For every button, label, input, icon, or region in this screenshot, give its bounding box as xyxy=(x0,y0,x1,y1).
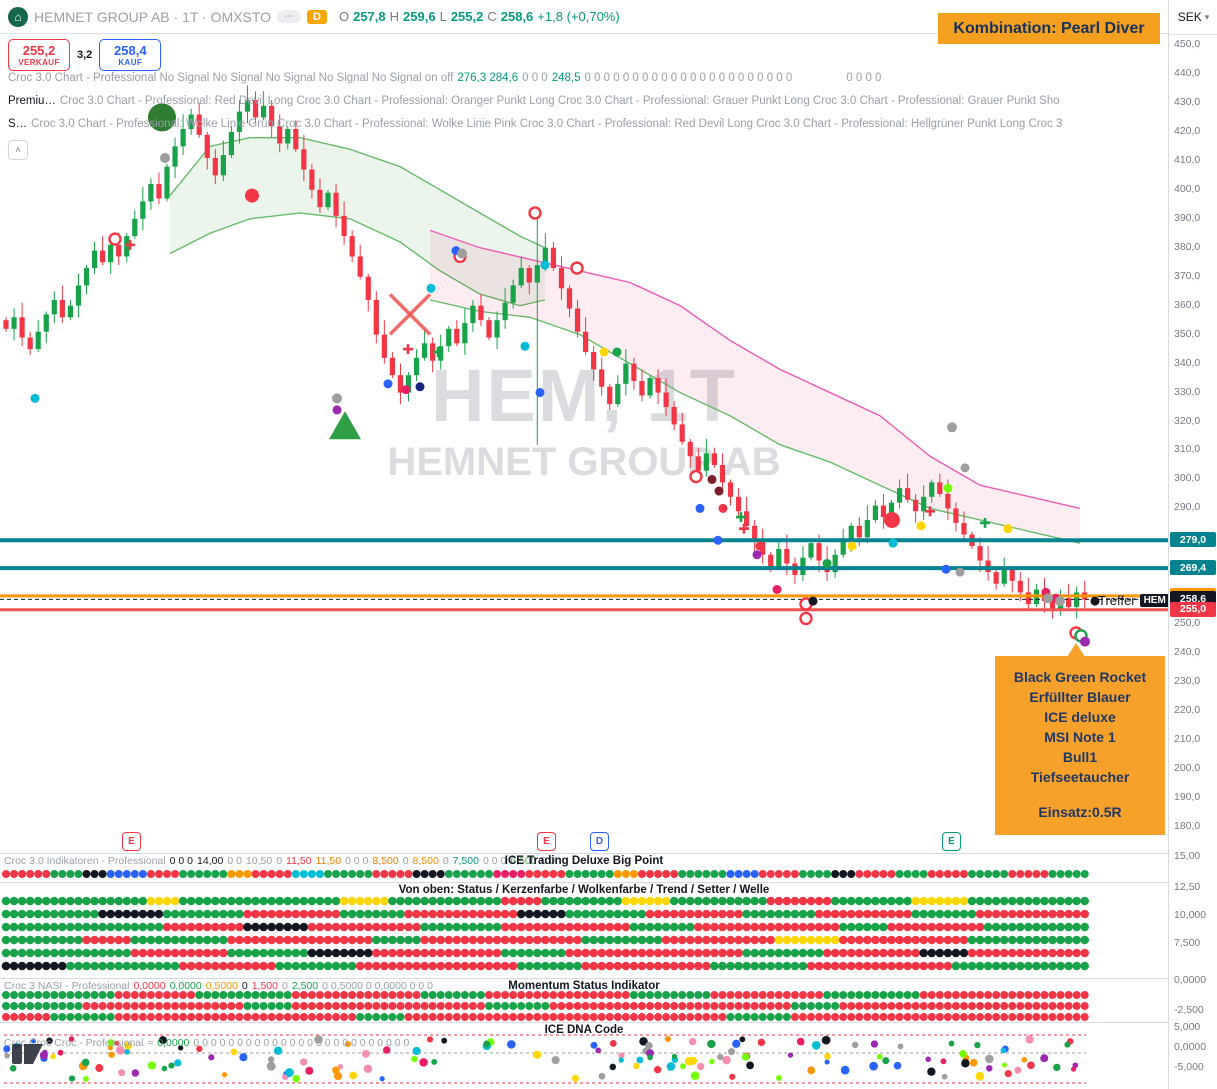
chevron-down-icon: ▾ xyxy=(1204,11,1210,22)
event-badge-e[interactable]: E xyxy=(942,832,961,851)
collapse-legend-button[interactable]: ˄ xyxy=(8,140,28,160)
indicator-pane-3[interactable]: Momentum Status Indikator Croc 3 NASI - P… xyxy=(0,978,1168,1022)
pane-legend[interactable]: Croc Croc Croc - Professional ≈0,0000 0 0 … xyxy=(4,1037,410,1049)
sell-button[interactable]: 255,2 VERKAUF xyxy=(8,39,70,71)
currency-label: SEK xyxy=(1177,10,1202,24)
pane-title: Momentum Status Indikator xyxy=(508,980,660,992)
close-value: 258,6 xyxy=(500,9,534,24)
pane-title: ICE DNA Code xyxy=(544,1024,624,1036)
sell-label: VERKAUF xyxy=(18,57,60,67)
buy-price: 258,4 xyxy=(114,42,147,58)
high-label: H xyxy=(389,9,400,24)
main-chart-canvas[interactable] xyxy=(0,34,1168,853)
open-value: 257,8 xyxy=(353,9,386,24)
event-badge-d[interactable]: D xyxy=(590,832,609,851)
indicator-legend-row[interactable]: S… Croc 3.0 Chart - Professional: Wolke L… xyxy=(8,118,1063,130)
low-value: 255,2 xyxy=(450,9,484,24)
pane-dots-canvas[interactable] xyxy=(0,979,1168,1023)
price-scale-header[interactable]: SEK ▾ xyxy=(1169,0,1217,35)
event-badge-e[interactable]: E xyxy=(537,832,556,851)
treffer-annotation: Treffer HEM xyxy=(1098,593,1170,608)
pane-dots-canvas[interactable] xyxy=(0,854,1168,883)
strategy-callout[interactable]: Black Green Rocket Erfüllter Blauer ICE de… xyxy=(995,643,1165,835)
hemnet-logo-icon: ⌂ xyxy=(8,6,28,27)
buy-label: KAUF xyxy=(118,57,143,67)
pane-title: ICE Trading Deluxe Big Point xyxy=(504,855,664,867)
strategy-callout-lines: Black Green Rocket Erfüllter Blauer ICE de… xyxy=(1013,669,1147,785)
more-options-icon[interactable]: ⋯ xyxy=(277,10,302,23)
price-scale[interactable]: SEK ▾ 450,0 440,0 430,0 420,0 410,0 400,0 390,… xyxy=(1168,0,1217,1089)
high-value: 259,6 xyxy=(403,9,436,24)
indicator-legend-row[interactable]: Croc 3.0 Chart - Professional No Signal … xyxy=(8,72,882,84)
sell-price: 255,2 xyxy=(22,42,56,58)
spread-value: 3,2 xyxy=(77,49,93,61)
order-panel: 255,2 VERKAUF 3,2 258,4 KAUF xyxy=(8,39,162,71)
indicator-pane-2[interactable]: Von oben: Status / Kerzenfarbe / Wolkenf… xyxy=(0,882,1168,978)
stake-line: Einsatz:0.5R xyxy=(1038,804,1122,820)
event-badge-e[interactable]: E xyxy=(122,832,141,851)
pane-dots-canvas[interactable] xyxy=(0,883,1168,979)
pane-legend[interactable]: Croc 3 NASI - Professional 0,0000 0,0000 0,… xyxy=(4,980,434,992)
treffer-text: Treffer xyxy=(1098,593,1136,608)
pane-title: Von oben: Status / Kerzenfarbe / Wolkenf… xyxy=(398,884,770,896)
indicator-legend-row[interactable]: Premiu… Croc 3.0 Chart - Professional: Re… xyxy=(8,95,1060,107)
pane-legend[interactable]: Croc 3.0 Indikatoren - Professional 0 0 0… xyxy=(4,855,556,867)
symbol-price-tag: HEM xyxy=(1139,594,1170,607)
change-value: +1,8 (+0,70%) xyxy=(537,9,620,24)
low-label: L xyxy=(439,9,447,24)
pane-dots-canvas[interactable] xyxy=(0,1023,1168,1089)
ohlc-readout: O 257,8 H 259,6 L 255,2 C 258,6 +1,8 (+0… xyxy=(339,9,620,24)
buy-button[interactable]: 258,4 KAUF xyxy=(99,39,162,71)
kombination-banner: Kombination: Pearl Diver xyxy=(938,13,1160,44)
tradingview-logo-icon[interactable] xyxy=(10,1040,46,1073)
open-label: O xyxy=(338,9,350,24)
close-label: C xyxy=(487,9,497,24)
interval-badge[interactable]: D xyxy=(307,9,327,24)
indicator-pane-4[interactable]: ICE DNA Code Croc Croc Croc - Professiona… xyxy=(0,1022,1168,1089)
indicator-pane-1[interactable]: ICE Trading Deluxe Big Point Croc 3.0 Ind… xyxy=(0,853,1168,882)
symbol-title[interactable]: HEMNET GROUP AB · 1T · OMXSTO xyxy=(34,8,272,25)
